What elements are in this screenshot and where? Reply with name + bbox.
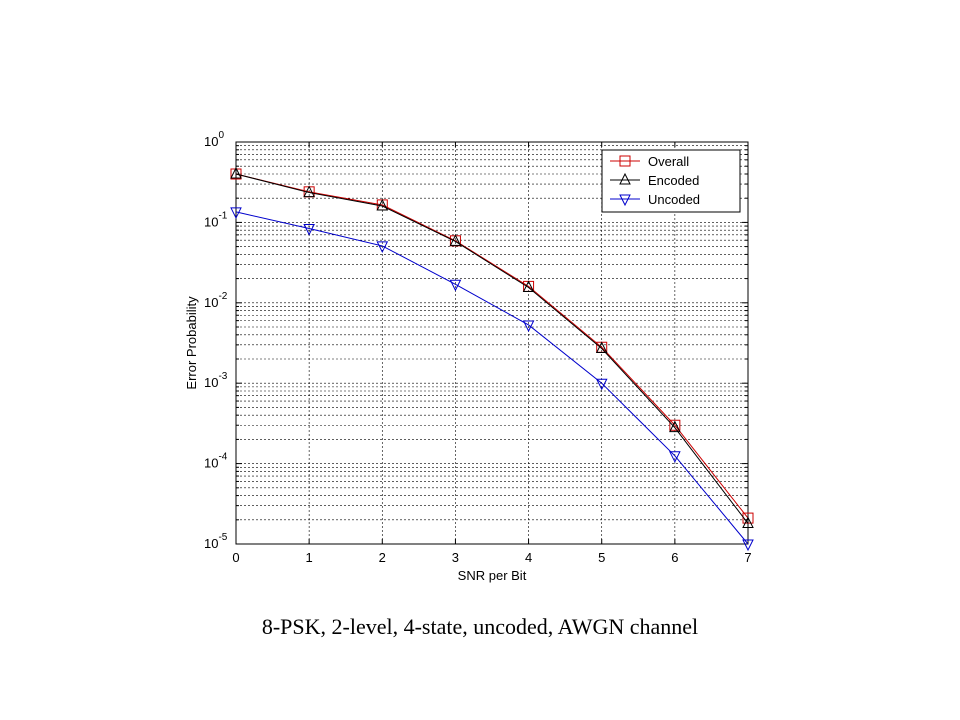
- data-point-overall: [669, 419, 681, 431]
- legend-box: [601, 149, 741, 213]
- x-tick-label: 5: [598, 550, 605, 565]
- plot-frame: [235, 141, 749, 545]
- data-point-encoded: [303, 185, 315, 198]
- legend-label-overall: Overall: [648, 154, 689, 169]
- y-tick-label: 10-5: [204, 532, 228, 551]
- data-point-encoded: [742, 516, 754, 528]
- x-tick-label: 1: [306, 550, 313, 565]
- data-point-uncoded: [376, 241, 389, 254]
- legend-label-encoded: Encoded: [648, 173, 699, 188]
- legend-marker-uncoded: [619, 194, 631, 207]
- data-point-encoded: [595, 341, 608, 354]
- data-point-uncoded: [742, 539, 754, 552]
- y-tick-label: 10-3: [204, 371, 228, 390]
- x-axis-label: SNR per Bit: [458, 568, 527, 583]
- x-tick-label: 2: [379, 550, 386, 565]
- data-point-encoded: [230, 166, 242, 179]
- series-layer: [230, 166, 754, 552]
- figure-caption: 8-PSK, 2-level, 4-state, uncoded, AWGN c…: [261, 614, 699, 639]
- data-point-encoded: [522, 280, 535, 292]
- y-tick-label: 10-4: [204, 452, 228, 471]
- y-tick-label: 10-2: [204, 291, 228, 310]
- data-point-uncoded: [230, 207, 242, 220]
- series-uncoded: [230, 207, 754, 552]
- data-point-encoded: [669, 420, 681, 433]
- grid: [236, 142, 748, 544]
- y-tick-label: 10-1: [204, 210, 228, 229]
- legend-marker-overall: [619, 155, 631, 167]
- data-point-encoded: [449, 234, 462, 246]
- series-encoded: [230, 166, 754, 528]
- x-axis-tick-labels: 0 1 2 3 4 5 6 7: [232, 550, 751, 565]
- x-tick-label: 7: [744, 550, 751, 565]
- x-tick-label: 6: [671, 550, 678, 565]
- data-point-uncoded: [522, 320, 535, 333]
- y-axis-tick-labels: 100 10-1 10-2 10-3 10-4 10-5: [204, 130, 228, 551]
- x-tick-label: 0: [232, 550, 239, 565]
- data-point-encoded: [376, 198, 389, 211]
- legend-label-uncoded: Uncoded: [648, 192, 700, 207]
- data-point-uncoded: [303, 223, 315, 236]
- y-tick-label: 100: [204, 130, 224, 149]
- series-line-encoded: [235, 173, 749, 524]
- x-tick-label: 3: [452, 550, 459, 565]
- data-point-uncoded: [449, 279, 462, 292]
- data-point-uncoded: [595, 378, 608, 391]
- series-line-uncoded: [235, 211, 749, 545]
- axis-ticks: [235, 142, 749, 545]
- legend: Overall Encoded Uncoded: [601, 149, 741, 213]
- x-tick-label: 4: [525, 550, 532, 565]
- legend-marker-encoded: [619, 172, 631, 185]
- series-line-overall: [235, 173, 749, 519]
- y-axis-label: Error Probability: [184, 296, 199, 390]
- data-point-uncoded: [669, 451, 681, 463]
